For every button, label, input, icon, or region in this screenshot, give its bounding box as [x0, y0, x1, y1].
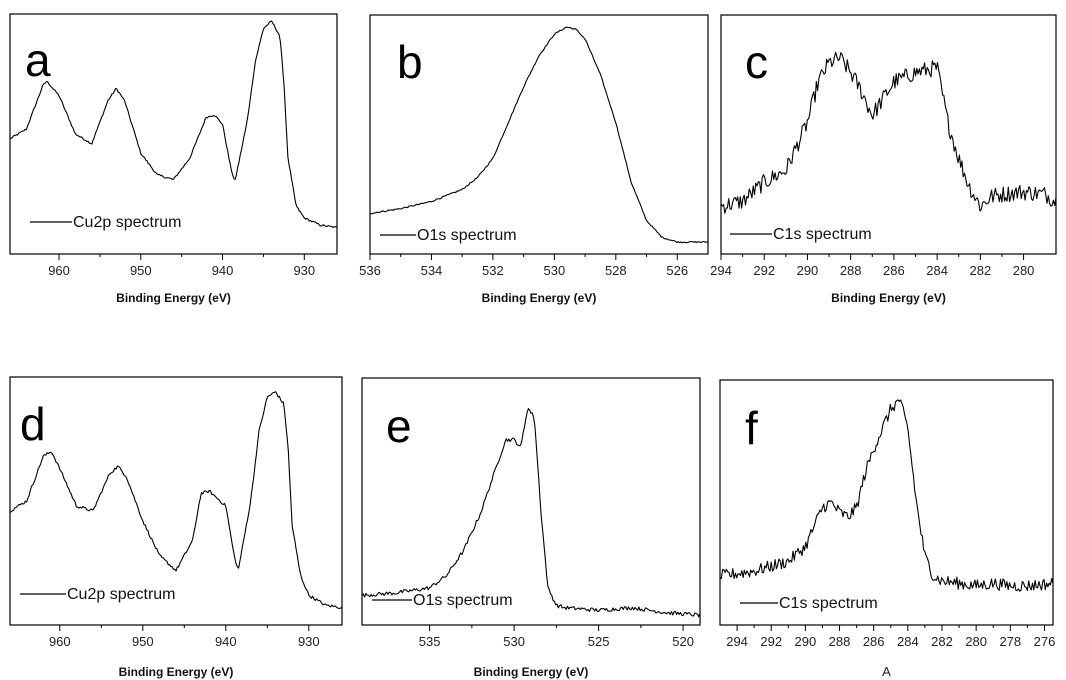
- x-axis-title: Binding Energy (eV): [482, 291, 597, 305]
- x-tick-label: 940: [212, 263, 234, 278]
- x-tick-label: 532: [482, 263, 504, 278]
- x-tick-label: 930: [293, 263, 315, 278]
- spectrum-line: [719, 399, 1054, 592]
- plot-frame: [9, 376, 343, 626]
- x-tick-label: 278: [999, 634, 1021, 649]
- plot-frame: [361, 377, 701, 626]
- spectrum-line: [361, 408, 701, 618]
- legend-label: O1s spectrum: [413, 592, 513, 609]
- spectrum-line: [720, 51, 1057, 214]
- x-tick-label: 960: [49, 634, 71, 649]
- legend-label: Cu2p spectrum: [67, 586, 176, 603]
- panel-b: 536 534 532 530 528 526 Binding Energy (eV) b O1…: [359, 14, 709, 305]
- x-tick-label: 930: [298, 634, 320, 649]
- panel-letter: c: [745, 36, 768, 88]
- legend-label: C1s spectrum: [779, 595, 878, 612]
- x-tick-label: 950: [132, 634, 154, 649]
- x-tick-label: 294: [710, 263, 732, 278]
- x-tick-label: 960: [48, 263, 70, 278]
- panel-letter: a: [25, 34, 51, 86]
- x-tick-label: 286: [883, 263, 905, 278]
- x-tick-label: 290: [797, 263, 819, 278]
- legend-label: C1s spectrum: [773, 226, 872, 243]
- x-tick-label: 530: [544, 263, 566, 278]
- x-tick-label: 290: [795, 634, 817, 649]
- panel-f: 294 292 290 288 286 284 282 280 278 276 Af C1s spec…: [719, 379, 1056, 679]
- panel-e: 535 530 525 520 Binding Energy (eV) e O1s spec…: [361, 377, 701, 679]
- panel-letter: d: [20, 398, 46, 450]
- x-tick-label: 940: [215, 634, 237, 649]
- x-axis-title: A: [882, 664, 891, 679]
- x-tick-label: 280: [965, 634, 987, 649]
- x-tick-label: 536: [359, 263, 381, 278]
- panel-d: 960 950 940 930 Binding Energy (eV) d Cu2p spe…: [9, 376, 343, 679]
- legend-label: Cu2p spectrum: [73, 214, 182, 231]
- x-tick-label: 534: [421, 263, 443, 278]
- spectrum-line: [9, 391, 343, 610]
- panel-a: 960 950 940 930 Binding Energy (eV) a Cu2p spe…: [9, 13, 338, 305]
- x-tick-label: 284: [897, 634, 919, 649]
- x-tick-label: 530: [503, 634, 525, 649]
- plot-frame: [9, 13, 338, 255]
- x-tick-label: 280: [1013, 263, 1035, 278]
- x-tick-label: 528: [605, 263, 627, 278]
- x-tick-label: 520: [672, 634, 694, 649]
- x-axis-title: Binding Energy (eV): [116, 291, 231, 305]
- plot-frame: [719, 379, 1054, 626]
- x-tick-label: 526: [666, 263, 688, 278]
- x-axis-title: Binding Energy (eV): [119, 665, 234, 679]
- x-tick-label: 288: [829, 634, 851, 649]
- x-tick-label: 535: [419, 634, 441, 649]
- panel-letter: f: [745, 402, 758, 454]
- x-axis-title: Binding Energy (eV): [831, 291, 946, 305]
- x-tick-label: 292: [760, 634, 782, 649]
- x-tick-label: 950: [130, 263, 152, 278]
- spectrum-line: [369, 26, 709, 244]
- x-tick-label: 286: [863, 634, 885, 649]
- x-tick-label: 282: [931, 634, 953, 649]
- x-tick-label: 276: [1034, 634, 1056, 649]
- plot-frame: [369, 14, 709, 255]
- x-tick-label: 288: [840, 263, 862, 278]
- x-axis-title: Binding Energy (eV): [474, 665, 589, 679]
- panel-letter: e: [386, 400, 412, 452]
- x-tick-label: 282: [970, 263, 992, 278]
- spectrum-line: [9, 20, 338, 229]
- legend-label: O1s spectrum: [417, 227, 517, 244]
- panel-c: 294 292 290 288 286 284 282 280 Binding Energy (…: [710, 14, 1057, 305]
- plot-frame: [720, 14, 1057, 255]
- panel-letter: b: [397, 36, 423, 88]
- x-tick-label: 525: [588, 634, 610, 649]
- x-tick-label: 284: [926, 263, 948, 278]
- x-tick-label: 294: [726, 634, 748, 649]
- x-tick-label: 292: [753, 263, 775, 278]
